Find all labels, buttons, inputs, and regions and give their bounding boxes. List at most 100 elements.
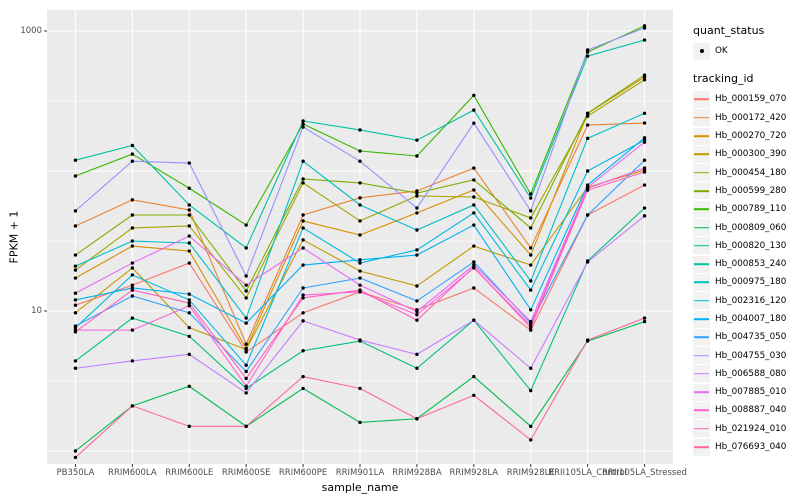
data-point xyxy=(301,349,305,353)
legend-item-label: Hb_004007_180 xyxy=(715,314,787,324)
data-point xyxy=(244,363,248,367)
data-point xyxy=(130,152,135,156)
data-point xyxy=(585,54,590,58)
legend-item: Hb_000853_240 xyxy=(693,255,798,273)
data-point xyxy=(415,352,419,357)
data-point xyxy=(529,388,533,393)
data-point xyxy=(585,338,590,342)
data-point xyxy=(130,283,135,287)
legend-item-label: Hb_000300_390 xyxy=(715,149,787,160)
data-point xyxy=(529,308,533,312)
y-tick-label: 1000 xyxy=(20,26,42,36)
legend-item-label: Hb_000599_280 xyxy=(715,185,787,196)
data-point xyxy=(301,159,305,163)
data-point xyxy=(244,424,248,429)
data-point xyxy=(301,125,305,129)
data-point xyxy=(301,122,305,126)
data-point xyxy=(472,265,476,269)
data-point xyxy=(73,359,78,363)
data-point xyxy=(73,449,78,453)
data-point xyxy=(358,159,362,163)
data-point xyxy=(130,288,135,292)
data-point xyxy=(472,244,476,248)
line-key-icon xyxy=(693,219,710,237)
data-point xyxy=(301,226,305,230)
data-point xyxy=(301,386,305,391)
legend-item-label: Hb_000172_420 xyxy=(715,112,787,123)
data-point xyxy=(301,286,305,290)
data-point xyxy=(187,424,191,429)
data-point xyxy=(472,188,476,192)
line-key-icon xyxy=(693,401,710,419)
data-point xyxy=(73,253,78,257)
data-point xyxy=(585,260,590,264)
x-tick-label: RRII105LA_Control xyxy=(548,468,628,478)
line-key-icon xyxy=(693,237,710,255)
line-key-icon xyxy=(693,347,710,365)
data-point xyxy=(529,288,533,292)
data-point xyxy=(415,284,419,288)
data-point xyxy=(187,241,191,245)
data-point xyxy=(642,26,647,30)
data-point xyxy=(187,304,191,308)
x-tick-label: RRIM928BA xyxy=(392,468,442,478)
data-point xyxy=(358,276,362,280)
data-point xyxy=(130,273,135,277)
data-point xyxy=(415,206,419,210)
legend-item: Hb_000172_420 xyxy=(693,109,798,127)
data-point xyxy=(73,158,78,162)
data-point xyxy=(642,214,647,218)
data-point xyxy=(415,191,419,195)
data-point xyxy=(472,166,476,170)
legend-item: Hb_004007_180 xyxy=(693,310,798,328)
data-point xyxy=(130,266,135,270)
data-point xyxy=(529,323,533,328)
line-key-icon xyxy=(693,145,710,163)
data-point xyxy=(472,393,476,397)
data-point xyxy=(585,111,590,116)
legend-tracking-id-items: Hb_000159_070 Hb_000172_420 Hb_000270_720 H… xyxy=(693,90,798,456)
data-point xyxy=(642,38,647,42)
data-point xyxy=(529,253,533,257)
data-point xyxy=(244,321,248,325)
data-point xyxy=(73,303,78,307)
data-point xyxy=(301,311,305,315)
data-point xyxy=(73,224,78,228)
legend-item-label: Hb_000270_720 xyxy=(715,131,787,142)
line-key-icon xyxy=(693,109,710,127)
data-point xyxy=(187,186,191,190)
data-point xyxy=(415,313,419,317)
data-point xyxy=(73,276,78,280)
data-point xyxy=(187,208,191,212)
legend-item-ok: OK xyxy=(693,42,798,60)
data-point xyxy=(130,213,135,217)
data-point xyxy=(529,263,533,267)
data-point xyxy=(301,263,305,267)
legend-item: Hb_006588_080 xyxy=(693,365,798,383)
data-point xyxy=(585,123,590,127)
legend-title-quant-status: quant_status xyxy=(693,24,765,37)
legend-item-label: Hb_076693_040 xyxy=(715,442,787,453)
legend-item-label: Hb_021924_010 xyxy=(715,423,787,434)
legend-item-label: Hb_004735_050 xyxy=(715,332,787,343)
data-point xyxy=(529,319,533,324)
data-point xyxy=(73,174,78,178)
line-key-icon xyxy=(693,200,710,218)
data-point xyxy=(642,136,647,140)
data-point xyxy=(130,316,135,320)
data-point xyxy=(358,269,362,273)
legend-item-label: OK xyxy=(715,46,728,57)
data-point xyxy=(301,219,305,223)
data-point xyxy=(415,417,419,421)
legend-item-label: Hb_008887_040 xyxy=(715,405,787,416)
data-point xyxy=(130,404,135,408)
data-point xyxy=(415,154,419,158)
x-tick-label: RRIM600PE xyxy=(278,468,328,478)
data-point xyxy=(472,318,476,322)
data-point xyxy=(130,143,135,148)
data-point xyxy=(244,384,248,388)
legend-title-tracking-id: tracking_id xyxy=(693,72,754,86)
data-point xyxy=(130,198,135,202)
